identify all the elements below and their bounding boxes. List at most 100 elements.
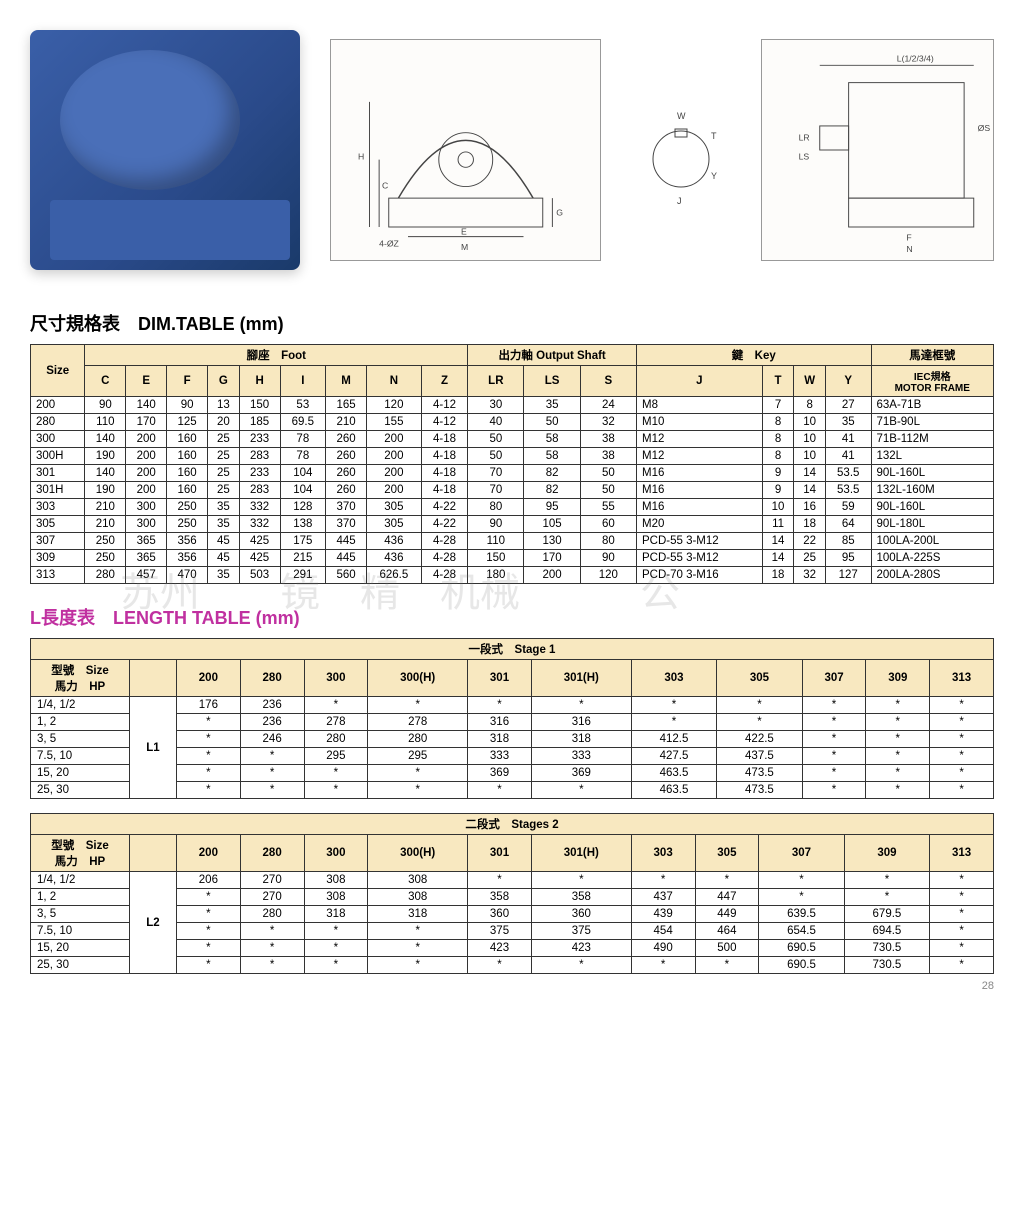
cell-val: 318 xyxy=(368,906,468,923)
svg-text:M: M xyxy=(460,242,467,252)
cell-val: * xyxy=(631,957,695,974)
svg-text:E: E xyxy=(460,227,466,237)
cell-w: 14 xyxy=(794,465,826,482)
cell-val: * xyxy=(531,782,631,799)
cell-m: 210 xyxy=(326,414,367,431)
cell-w: 10 xyxy=(794,448,826,465)
th-size-301: 301 xyxy=(468,660,532,697)
th-foot: 腳座 Foot xyxy=(85,345,468,366)
cell-val: 437 xyxy=(631,889,695,906)
cell-val: * xyxy=(304,957,368,974)
cell-y: 35 xyxy=(825,414,871,431)
front-view-diagram: H C G 4-ØZ E M xyxy=(330,39,602,261)
table-row: 2801101701252018569.52101554-12405032M10… xyxy=(31,414,994,431)
cell-frame: 200LA-280S xyxy=(871,567,994,584)
th-size-300(H): 300(H) xyxy=(368,660,468,697)
dim-table: Size 腳座 Foot 出力軸 Output Shaft 鍵 Key 馬達框號… xyxy=(30,344,994,584)
cell-g: 25 xyxy=(208,431,240,448)
cell-hp: 3, 5 xyxy=(31,906,130,923)
cell-f: 356 xyxy=(167,550,208,567)
cell-e: 365 xyxy=(126,550,167,567)
cell-z: 4-18 xyxy=(421,448,467,465)
cell-w: 16 xyxy=(794,499,826,516)
cell-val: * xyxy=(930,923,994,940)
cell-val: * xyxy=(802,782,866,799)
cell-val: * xyxy=(695,957,759,974)
th-y: Y xyxy=(825,366,871,397)
cell-val: * xyxy=(177,714,241,731)
cell-i: 138 xyxy=(280,516,326,533)
cell-frame: 90L-160L xyxy=(871,499,994,516)
cell-z: 4-18 xyxy=(421,482,467,499)
cell-val: * xyxy=(802,714,866,731)
cell-val: 449 xyxy=(695,906,759,923)
cell-t: 10 xyxy=(762,499,794,516)
th-s: S xyxy=(580,366,636,397)
cell-lr: 50 xyxy=(468,431,524,448)
cell-t: 18 xyxy=(762,567,794,584)
cell-val: 360 xyxy=(531,906,631,923)
cell-h: 283 xyxy=(239,482,280,499)
cell-n: 155 xyxy=(366,414,421,431)
cell-z: 4-12 xyxy=(421,397,467,414)
cell-val: 236 xyxy=(240,714,304,731)
cell-n: 200 xyxy=(366,448,421,465)
cell-t: 14 xyxy=(762,550,794,567)
cell-frame: 100LA-200L xyxy=(871,533,994,550)
cell-i: 291 xyxy=(280,567,326,584)
cell-val: 639.5 xyxy=(759,906,844,923)
svg-text:Y: Y xyxy=(711,171,717,181)
cell-val: * xyxy=(177,782,241,799)
cell-ls: 130 xyxy=(524,533,580,550)
cell-val: * xyxy=(177,906,241,923)
cell-lr: 90 xyxy=(468,516,524,533)
cell-val: 316 xyxy=(468,714,532,731)
cell-val: 333 xyxy=(531,748,631,765)
cell-c: 210 xyxy=(85,499,126,516)
cell-val: * xyxy=(468,697,532,714)
th-lr: LR xyxy=(468,366,524,397)
cell-c: 210 xyxy=(85,516,126,533)
cell-size: 300 xyxy=(31,431,85,448)
cell-val: * xyxy=(930,748,994,765)
cell-j: PCD-70 3-M16 xyxy=(636,567,762,584)
cell-val: * xyxy=(631,697,716,714)
th-size: Size xyxy=(31,345,85,397)
svg-text:G: G xyxy=(556,207,563,217)
th-size-301(H): 301(H) xyxy=(531,660,631,697)
cell-s: 32 xyxy=(580,414,636,431)
cell-val: * xyxy=(866,731,930,748)
cell-val: 730.5 xyxy=(844,940,929,957)
cell-val: 236 xyxy=(240,697,304,714)
cell-i: 128 xyxy=(280,499,326,516)
cell-h: 425 xyxy=(239,533,280,550)
cell-e: 300 xyxy=(126,516,167,533)
cell-val: * xyxy=(759,872,844,889)
length-table-stage1: 一段式 Stage 1 型號 Size馬力 HP200280300300(H)3… xyxy=(30,638,994,799)
th-stage2: 二段式 Stages 2 xyxy=(31,814,994,835)
svg-text:T: T xyxy=(711,131,717,141)
th-i: I xyxy=(280,366,326,397)
cell-j: M16 xyxy=(636,482,762,499)
cell-z: 4-22 xyxy=(421,516,467,533)
cell-val: 437.5 xyxy=(717,748,802,765)
cell-val: 423 xyxy=(531,940,631,957)
svg-text:W: W xyxy=(677,111,686,121)
cell-val: * xyxy=(177,731,241,748)
cell-val: * xyxy=(930,940,994,957)
cell-ls: 82 xyxy=(524,465,580,482)
cell-val: 308 xyxy=(368,889,468,906)
cell-n: 200 xyxy=(366,482,421,499)
cell-val: 316 xyxy=(531,714,631,731)
cell-lr: 50 xyxy=(468,448,524,465)
table-row: 200901409013150531651204-12303524M878276… xyxy=(31,397,994,414)
cell-l-label: L2 xyxy=(130,872,177,974)
cell-val: * xyxy=(930,714,994,731)
cell-frame: 90L-160L xyxy=(871,465,994,482)
cell-g: 35 xyxy=(208,499,240,516)
cell-i: 78 xyxy=(280,448,326,465)
cell-n: 200 xyxy=(366,465,421,482)
cell-val: 654.5 xyxy=(759,923,844,940)
cell-w: 32 xyxy=(794,567,826,584)
th-m: M xyxy=(326,366,367,397)
